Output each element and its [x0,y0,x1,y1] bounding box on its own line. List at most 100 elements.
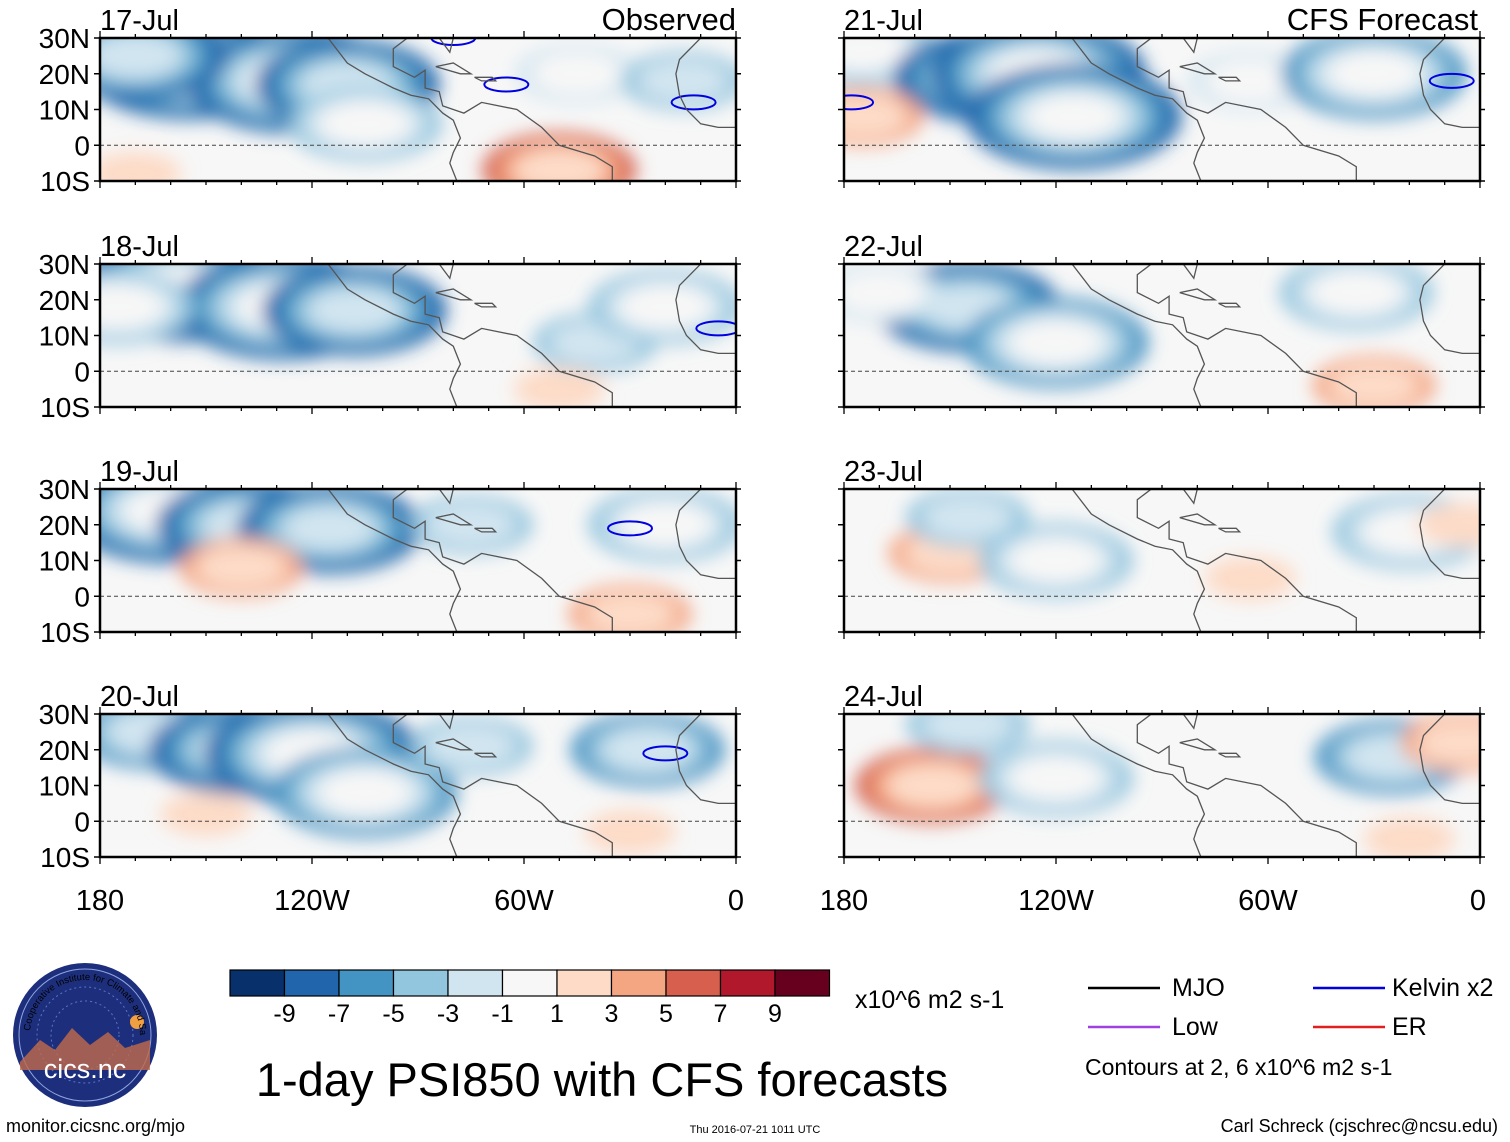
coastline-segment [294,38,462,181]
coastline-segment [1218,302,1242,308]
coastline-segment [1419,714,1480,805]
coastline-segment [435,513,474,526]
lon-tick-label: 0 [728,885,744,917]
anomaly-blob [584,592,676,632]
lat-tick-label: 30N [39,699,90,730]
lon-tick-label: 120W [274,885,350,917]
lat-tick-label: 20N [39,59,90,90]
anomaly-blob [195,545,288,590]
colorbar-swatch [338,969,395,997]
anomaly-field [844,264,1436,407]
map-panel: 21-Jul [838,5,1485,188]
lat-tick-label: 20N [39,510,90,541]
anomaly-field [100,489,736,632]
coastline-segment [1136,489,1357,632]
colorbar-swatch [501,969,558,997]
kelvin-contour [642,745,689,762]
lat-tick-label: 20N [39,735,90,766]
lat-tick-label: 10N [39,321,90,352]
lon-tick-label: 120W [1018,885,1094,917]
lat-tick-label: 0 [74,806,90,837]
lon-tick-label: 60W [1238,885,1298,917]
anomaly-blob [1010,320,1102,365]
colorbar-tick-label: 3 [605,1000,619,1028]
kelvin-contour [695,320,736,337]
colorbar-swatch [447,969,504,997]
panel-date-label: 18-Jul [100,231,179,263]
colorbar-swatch [283,969,340,997]
anomaly-blob [844,270,926,315]
anomaly-blob [1328,51,1420,96]
anomaly-blob [100,151,182,181]
coastline-segment [675,714,736,805]
map-panel: 23-Jul [838,456,1485,639]
anomaly-blob [319,770,411,815]
coastline-segment [392,38,613,181]
coastline-segment [392,714,613,857]
map-panel: 19-Jul 30N 20N 10N 0 10S [39,456,741,648]
anomaly-field [100,714,725,854]
lat-tick-label: 10S [40,166,90,197]
kelvin-contour [844,94,875,111]
lat-tick-label: 10N [39,546,90,577]
panel-date-label: 19-Jul [100,456,179,488]
anomaly-blob [160,792,252,837]
anomaly-blob [921,714,1014,747]
coastline [294,489,736,632]
map-panel: 18-Jul 30N 20N 10N 0 10S [39,231,741,423]
legend-label-er: ER [1392,1013,1427,1041]
kelvin-contour [430,38,477,46]
coastline-segment [435,738,474,751]
coastline-segment [474,76,498,82]
anomaly-blob [1363,817,1456,857]
colorbar-swatch [774,969,831,997]
kelvin-contour [1428,72,1475,89]
coastline [1038,264,1480,407]
anomaly-blob [100,284,164,329]
colorbar-tick-label: 5 [659,1000,673,1028]
coastline [294,714,736,857]
legend-label-kelvin: Kelvin x2 [1392,974,1493,1002]
anomaly-blob [283,506,376,551]
colorbar-units: x10^6 m2 s-1 [855,986,1004,1014]
lat-tick-label: 10N [39,771,90,802]
anomaly-blob [425,724,517,769]
colorbar-tick-label: -3 [437,1000,459,1028]
panel-date-label: 23-Jul [844,456,923,488]
anomaly-blob [584,809,676,854]
anomaly-blob [531,51,623,96]
coastline-segment [675,489,736,580]
forecast-column-label: CFS Forecast [1287,2,1479,37]
timestamp: Thu 2016-07-21 1011 UTC [690,1124,821,1136]
anomaly-blob [513,367,606,407]
coastline [1038,38,1480,181]
coastline [294,38,736,181]
coastline-segment [1038,264,1206,407]
lat-tick-label: 30N [39,23,90,54]
anomaly-blob [1416,502,1480,547]
anomaly-blob [1328,363,1420,407]
coastline-segment [1136,38,1357,181]
legend-note: Contours at 2, 6 x10^6 m2 s-1 [1085,1054,1392,1080]
anomaly-blob [1204,556,1297,601]
coastline-segment [474,527,498,533]
coastline-segment [675,264,736,355]
colorbar-tick-label: 1 [550,1000,564,1028]
colorbar-tick-label: -9 [273,1000,295,1028]
author-credit: Carl Schreck (cjschrec@ncsu.edu) [1221,1116,1498,1136]
anomaly-blob [1010,538,1102,583]
lat-tick-label: 10S [40,392,90,423]
anomaly-field [888,489,1480,601]
map-panel: 24-Jul [838,681,1485,864]
coastline-segment [1218,527,1242,533]
map-panel: 17-Jul 30N 20N 10N 0 10S [39,5,741,197]
coastline-segment [1038,489,1206,632]
coastline-segment [435,62,474,75]
coastline-segment [1419,264,1480,355]
lat-tick-label: 30N [39,474,90,505]
coastline-segment [392,489,613,632]
coastline [1038,714,1480,857]
panel-date-label: 21-Jul [844,5,923,37]
lon-tick-label: 180 [820,885,868,917]
colorbar-tick-label: 9 [768,1000,782,1028]
